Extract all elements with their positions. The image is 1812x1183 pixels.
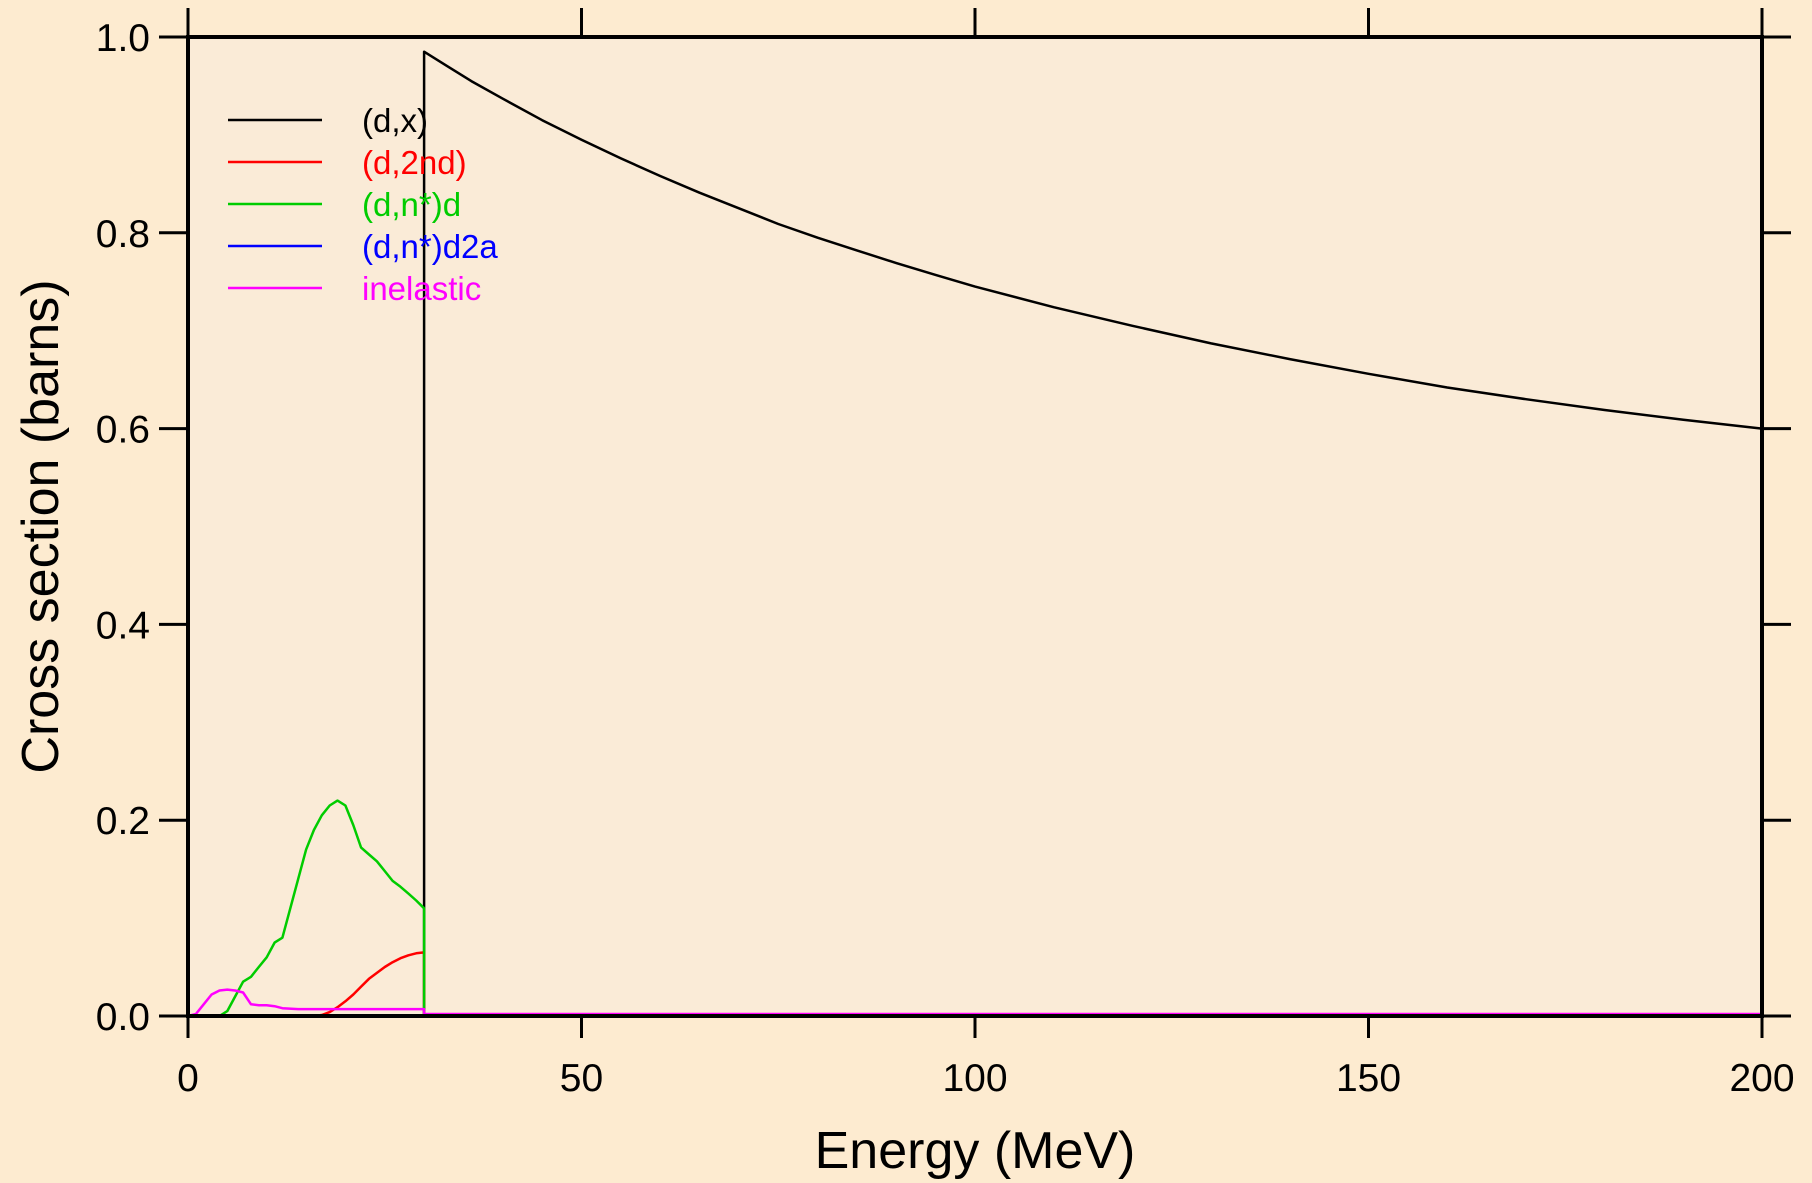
x-tick-label: 150	[1336, 1057, 1401, 1100]
legend-label-2: (d,n*)d	[362, 186, 461, 223]
legend-label-1: (d,2nd)	[362, 144, 467, 181]
ticks-layer: 0 50 100 150 200 0.0 0.2 0.4 0.6 0.8 1.0	[96, 8, 1795, 1100]
legend-label-4: inelastic	[362, 270, 481, 307]
legend-label-0: (d,x)	[362, 102, 428, 139]
y-tick-label: 0.4	[96, 604, 150, 647]
x-tick-label: 100	[942, 1057, 1007, 1100]
y-tick-label: 0.6	[96, 409, 150, 452]
legend-label-3: (d,n*)d2a	[362, 228, 498, 265]
x-tick-label: 50	[560, 1057, 603, 1100]
series-line-0	[188, 50, 1763, 1018]
y-tick-label: 0.8	[96, 213, 150, 256]
y-axis-title: Cross section (barns)	[12, 279, 70, 773]
series-line-1	[188, 951, 1762, 1018]
y-tick-label: 1.0	[96, 17, 150, 60]
series-line-4	[187, 988, 1762, 1018]
series-line-2	[188, 799, 1762, 1018]
plot-area	[188, 37, 1762, 1016]
legend: (d,x) (d,2nd) (d,n*)d (d,n*)d2a inelastic	[228, 102, 498, 307]
y-tick-label: 0.2	[96, 800, 150, 843]
x-tick-label: 0	[177, 1057, 199, 1100]
y-tick-label: 0.0	[96, 996, 150, 1039]
x-axis-title: Energy (MeV)	[815, 1122, 1136, 1180]
x-tick-label: 200	[1729, 1057, 1794, 1100]
